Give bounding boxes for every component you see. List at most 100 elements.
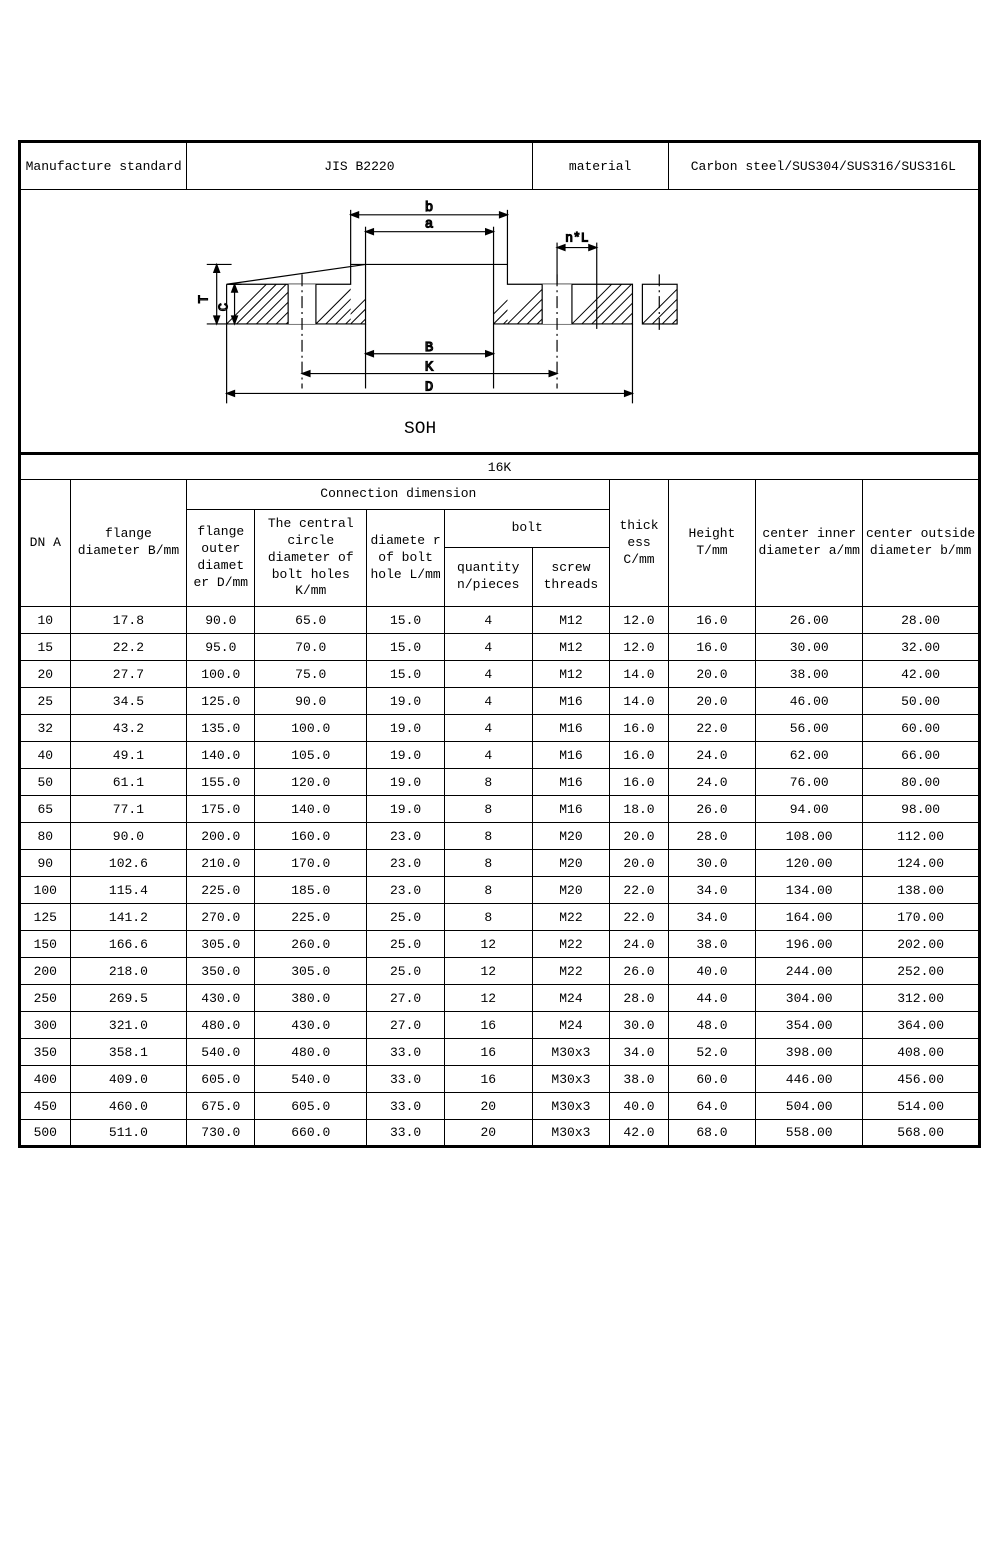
mfg-standard-value: JIS B2220: [187, 142, 532, 190]
table-cell: 8: [445, 769, 533, 796]
table-cell: 27.0: [367, 985, 445, 1012]
table-cell: 26.0: [668, 796, 756, 823]
col-flange-b: flange diameter B/mm: [70, 480, 187, 607]
table-cell: 460.0: [70, 1093, 187, 1120]
table-cell: 225.0: [255, 904, 367, 931]
table-cell: 20.0: [668, 661, 756, 688]
table-cell: M16: [532, 769, 610, 796]
table-cell: M30x3: [532, 1093, 610, 1120]
table-cell: 16: [445, 1012, 533, 1039]
table-cell: 140.0: [255, 796, 367, 823]
col-thick-c: thick ess C/mm: [610, 480, 668, 607]
table-cell: 8: [445, 904, 533, 931]
table-cell: 511.0: [70, 1120, 187, 1147]
col-circle-k: The central circle diameter of bolt hole…: [255, 509, 367, 606]
table-cell: M12: [532, 661, 610, 688]
table-row: 100115.4225.0185.023.08M2022.034.0134.00…: [20, 877, 980, 904]
pressure-class: 16K: [20, 454, 980, 480]
table-cell: 28.0: [610, 985, 668, 1012]
table-cell: 23.0: [367, 823, 445, 850]
table-cell: 16.0: [668, 634, 756, 661]
table-cell: 170.00: [863, 904, 980, 931]
table-cell: 260.0: [255, 931, 367, 958]
material-value: Carbon steel/SUS304/SUS316/SUS316L: [668, 142, 979, 190]
table-cell: 24.0: [668, 769, 756, 796]
table-cell: 16.0: [610, 715, 668, 742]
col-hole-l: diamete r of bolt hole L/mm: [367, 509, 445, 606]
table-cell: 75.0: [255, 661, 367, 688]
table-cell: 4: [445, 661, 533, 688]
table-cell: 304.00: [756, 985, 863, 1012]
table-cell: 30.0: [668, 850, 756, 877]
table-cell: 32: [20, 715, 71, 742]
table-cell: 42.0: [610, 1120, 668, 1147]
table-cell: M30x3: [532, 1120, 610, 1147]
table-cell: M20: [532, 877, 610, 904]
table-cell: 14.0: [610, 661, 668, 688]
table-cell: 62.00: [756, 742, 863, 769]
table-cell: 46.00: [756, 688, 863, 715]
table-cell: M16: [532, 742, 610, 769]
table-cell: M16: [532, 715, 610, 742]
table-cell: 43.2: [70, 715, 187, 742]
table-row: 350358.1540.0480.033.016M30x334.052.0398…: [20, 1039, 980, 1066]
table-cell: 95.0: [187, 634, 255, 661]
table-row: 450460.0675.0605.033.020M30x340.064.0504…: [20, 1093, 980, 1120]
table-cell: 18.0: [610, 796, 668, 823]
table-cell: 15: [20, 634, 71, 661]
table-cell: 42.00: [863, 661, 980, 688]
svg-text:b: b: [425, 200, 433, 216]
table-cell: 196.00: [756, 931, 863, 958]
table-cell: 4: [445, 634, 533, 661]
table-cell: 141.2: [70, 904, 187, 931]
table-row: 2027.7100.075.015.04M1214.020.038.0042.0…: [20, 661, 980, 688]
table-cell: 38.00: [756, 661, 863, 688]
table-cell: 19.0: [367, 715, 445, 742]
table-cell: M16: [532, 796, 610, 823]
table-cell: 23.0: [367, 877, 445, 904]
table-row: 6577.1175.0140.019.08M1618.026.094.0098.…: [20, 796, 980, 823]
table-cell: 24.0: [610, 931, 668, 958]
table-cell: 65: [20, 796, 71, 823]
table-cell: 12: [445, 958, 533, 985]
table-cell: 558.00: [756, 1120, 863, 1147]
table-cell: 98.00: [863, 796, 980, 823]
table-cell: 202.00: [863, 931, 980, 958]
table-cell: 409.0: [70, 1066, 187, 1093]
table-cell: 22.0: [610, 904, 668, 931]
table-cell: 164.00: [756, 904, 863, 931]
table-row: 125141.2270.0225.025.08M2222.034.0164.00…: [20, 904, 980, 931]
table-cell: 40.0: [610, 1093, 668, 1120]
table-cell: 19.0: [367, 742, 445, 769]
table-cell: 34.5: [70, 688, 187, 715]
table-cell: 100: [20, 877, 71, 904]
svg-text:SOH: SOH: [404, 419, 436, 439]
table-cell: 38.0: [610, 1066, 668, 1093]
table-cell: 446.00: [756, 1066, 863, 1093]
table-cell: 138.00: [863, 877, 980, 904]
table-cell: 66.00: [863, 742, 980, 769]
table-cell: 16: [445, 1066, 533, 1093]
table-cell: 33.0: [367, 1093, 445, 1120]
table-cell: 4: [445, 742, 533, 769]
table-cell: 120.00: [756, 850, 863, 877]
mfg-standard-label: Manufacture standard: [20, 142, 187, 190]
table-row: 90102.6210.0170.023.08M2020.030.0120.001…: [20, 850, 980, 877]
table-cell: 8: [445, 796, 533, 823]
table-cell: 16.0: [668, 607, 756, 634]
table-cell: 456.00: [863, 1066, 980, 1093]
table-cell: 26.00: [756, 607, 863, 634]
table-cell: 90.0: [70, 823, 187, 850]
svg-text:C: C: [217, 303, 233, 311]
table-cell: 60.0: [668, 1066, 756, 1093]
table-cell: 20: [445, 1093, 533, 1120]
table-cell: 480.0: [255, 1039, 367, 1066]
table-cell: 252.00: [863, 958, 980, 985]
table-cell: 100.0: [255, 715, 367, 742]
table-cell: 102.6: [70, 850, 187, 877]
table-cell: 125: [20, 904, 71, 931]
table-cell: 170.0: [255, 850, 367, 877]
table-cell: 19.0: [367, 769, 445, 796]
table-cell: 77.1: [70, 796, 187, 823]
table-cell: 155.0: [187, 769, 255, 796]
